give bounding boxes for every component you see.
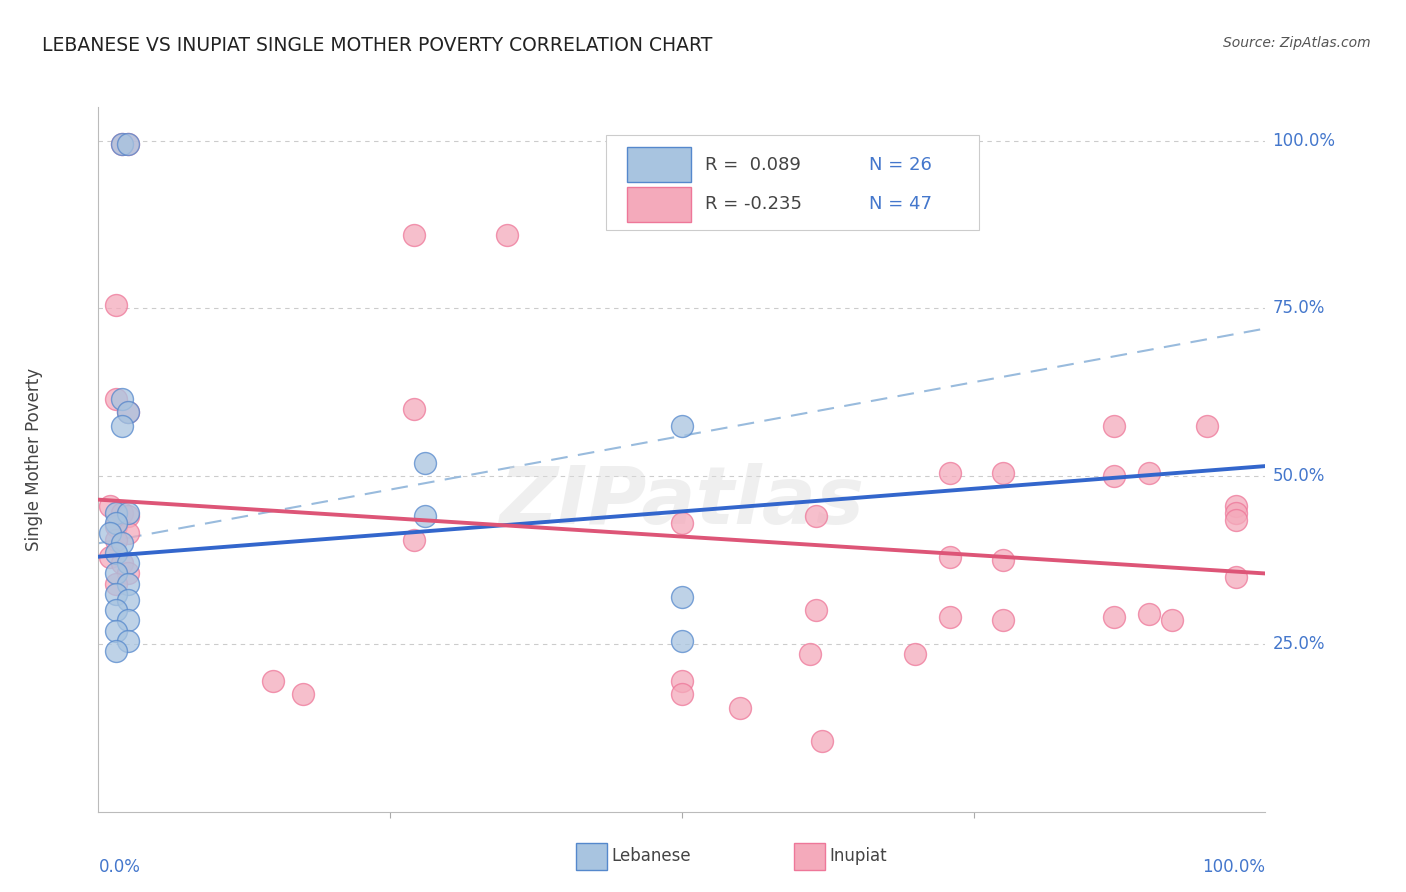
Point [939, 466, 962, 480]
Point [104, 506, 127, 520]
Point [104, 586, 127, 600]
Point [104, 546, 127, 560]
Text: Inupiat: Inupiat [830, 847, 887, 865]
Point [111, 557, 134, 571]
Point [402, 402, 425, 417]
Point [402, 227, 425, 242]
Point [117, 633, 139, 648]
Point [117, 509, 139, 524]
Point [904, 647, 927, 661]
Point [104, 516, 127, 530]
Point [804, 603, 827, 617]
Point [117, 506, 139, 520]
Point [1137, 607, 1160, 621]
Point [1102, 469, 1125, 483]
Point [804, 509, 827, 524]
Point [111, 506, 134, 520]
Point [117, 566, 139, 581]
Point [117, 593, 139, 607]
Point [291, 687, 314, 701]
Text: Single Mother Poverty: Single Mother Poverty [25, 368, 44, 551]
Point [939, 549, 962, 564]
Point [117, 405, 139, 419]
Point [1195, 418, 1218, 433]
Point [111, 392, 134, 406]
Point [117, 136, 139, 151]
Text: Source: ZipAtlas.com: Source: ZipAtlas.com [1223, 36, 1371, 50]
Text: ZIPatlas: ZIPatlas [499, 463, 865, 541]
Point [111, 418, 134, 433]
Point [671, 673, 693, 688]
Text: Lebanese: Lebanese [612, 847, 692, 865]
Point [104, 624, 127, 638]
FancyBboxPatch shape [606, 136, 980, 230]
Point [402, 533, 425, 547]
Text: LEBANESE VS INUPIAT SINGLE MOTHER POVERTY CORRELATION CHART: LEBANESE VS INUPIAT SINGLE MOTHER POVERT… [42, 36, 713, 54]
Point [262, 673, 284, 688]
Text: N = 47: N = 47 [869, 195, 932, 213]
Point [799, 647, 821, 661]
Point [104, 298, 127, 312]
FancyBboxPatch shape [627, 147, 692, 183]
Point [104, 603, 127, 617]
Point [117, 526, 139, 541]
Point [730, 700, 752, 714]
Point [111, 536, 134, 550]
Point [111, 136, 134, 151]
Point [104, 392, 127, 406]
Point [991, 553, 1014, 567]
Text: 25.0%: 25.0% [1272, 635, 1324, 653]
Point [104, 519, 127, 533]
Text: R =  0.089: R = 0.089 [706, 156, 801, 174]
Point [1161, 614, 1184, 628]
Point [1137, 466, 1160, 480]
Point [117, 557, 139, 571]
Point [98, 549, 121, 564]
Point [98, 500, 121, 514]
Point [991, 614, 1014, 628]
Point [104, 576, 127, 591]
Point [104, 533, 127, 547]
Point [671, 590, 693, 604]
Point [496, 227, 519, 242]
FancyBboxPatch shape [627, 186, 692, 222]
Point [117, 576, 139, 591]
Point [991, 466, 1014, 480]
Point [413, 509, 436, 524]
Point [811, 734, 834, 748]
Point [117, 614, 139, 628]
Text: 0.0%: 0.0% [98, 857, 141, 876]
Point [939, 610, 962, 624]
Text: 75.0%: 75.0% [1272, 300, 1324, 318]
Point [671, 418, 693, 433]
Point [98, 526, 121, 541]
Point [117, 136, 139, 151]
Point [671, 516, 693, 530]
Point [413, 456, 436, 470]
Point [104, 566, 127, 581]
Point [671, 687, 693, 701]
Point [104, 643, 127, 657]
Point [1225, 500, 1247, 514]
Point [1225, 513, 1247, 527]
Point [1102, 418, 1125, 433]
Text: 100.0%: 100.0% [1202, 857, 1265, 876]
Point [671, 633, 693, 648]
Point [1225, 570, 1247, 584]
Text: 100.0%: 100.0% [1272, 132, 1336, 150]
Text: N = 26: N = 26 [869, 156, 932, 174]
Point [1102, 610, 1125, 624]
Point [1225, 506, 1247, 520]
Point [111, 136, 134, 151]
Text: R = -0.235: R = -0.235 [706, 195, 803, 213]
Point [117, 405, 139, 419]
Text: 50.0%: 50.0% [1272, 467, 1324, 485]
